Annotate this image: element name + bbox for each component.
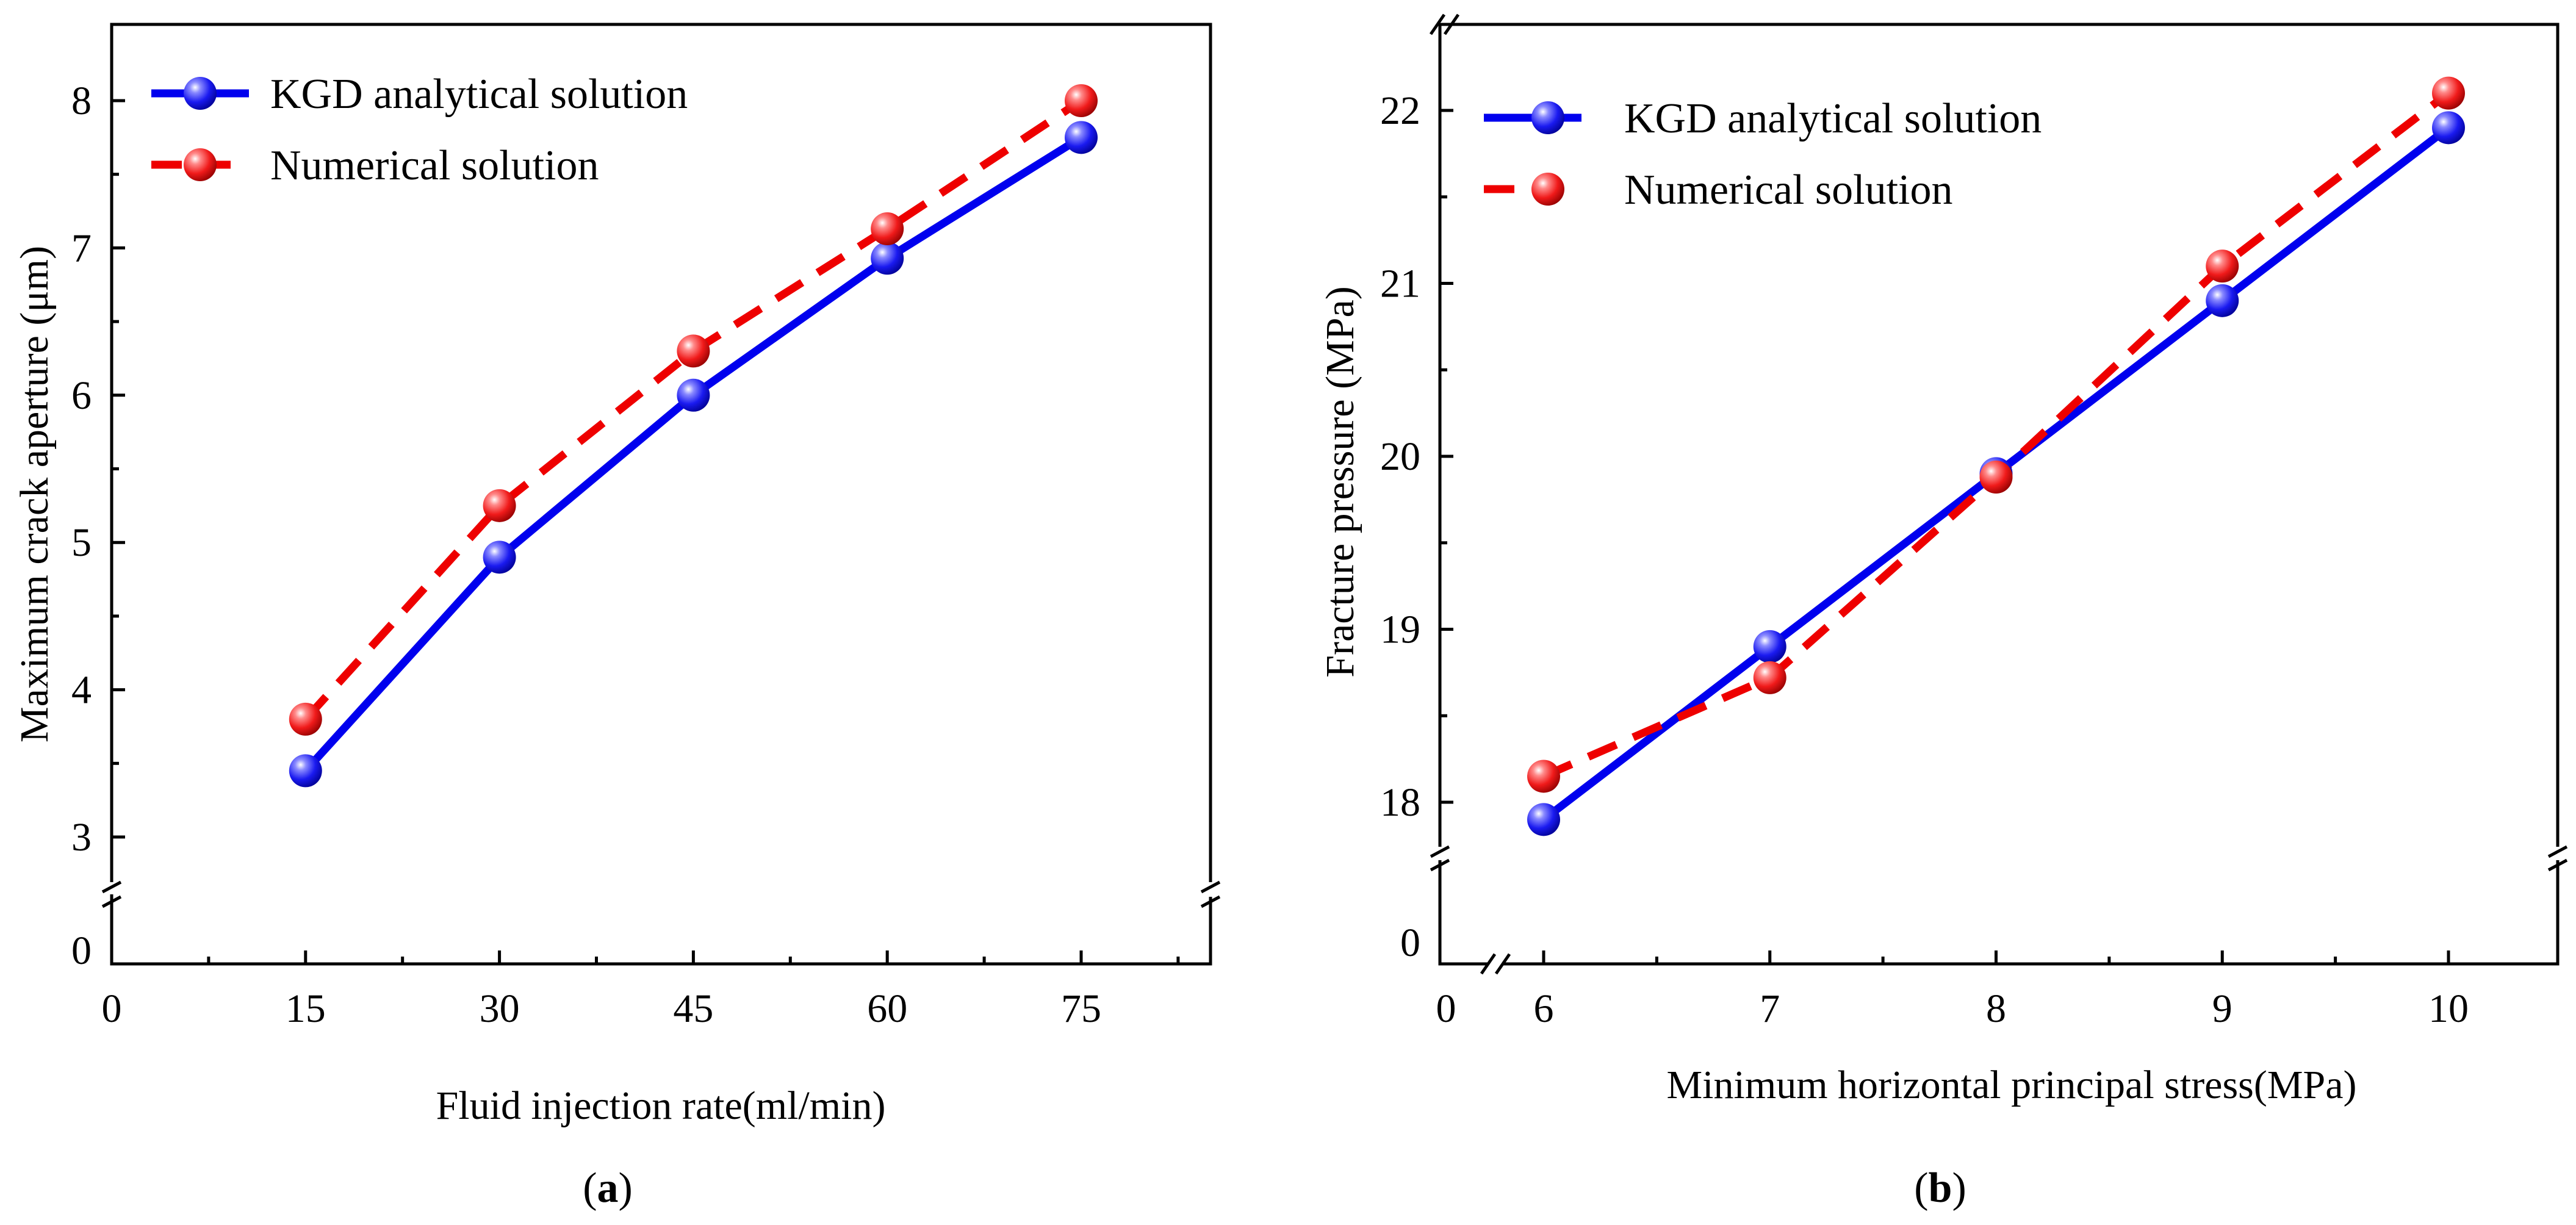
x-tick-label-b: 9 <box>2212 986 2232 1031</box>
y-tick-label-b: 21 <box>1380 262 1420 306</box>
x-tick-label-a: 0 <box>102 986 122 1031</box>
legend-marker-num-b <box>1531 173 1564 206</box>
data-point-numerical-b <box>1527 760 1560 793</box>
y-tick-label-a: 4 <box>71 668 92 713</box>
data-point-numerical-a <box>289 702 322 736</box>
y-tick-label-a: 6 <box>71 373 92 418</box>
x-tick-label-b: 7 <box>1760 986 1780 1031</box>
y-axis-title-b: Fracture pressure (MPa) <box>1318 286 1362 677</box>
x-tick-label-b: 8 <box>1986 986 2006 1031</box>
y-axis-title-a: Maximum crack aperture (μm) <box>12 246 57 742</box>
legend-marker-kgd-a <box>184 77 217 110</box>
panel-label-letter-b: b <box>1929 1165 1952 1212</box>
x-tick-label-a: 75 <box>1061 986 1101 1031</box>
x-tick-label-a: 60 <box>867 986 907 1031</box>
legend-label-kgd-a: KGD analytical solution <box>270 71 688 118</box>
plot-frame-a <box>110 23 1212 966</box>
y-tick-label-b: 22 <box>1380 88 1420 133</box>
data-point-numerical-a <box>871 212 904 246</box>
y-tick-label-b: 20 <box>1380 434 1420 479</box>
x-tick-label-b: 10 <box>2428 986 2469 1031</box>
x-tick-label-b: 6 <box>1534 986 1554 1031</box>
x-tick-label-a: 45 <box>673 986 713 1031</box>
y-tick-label-a: 5 <box>71 520 92 565</box>
axis-break-marks-a <box>101 880 1221 908</box>
data-point-kgd-b <box>1753 630 1786 663</box>
y-tick-label-b: 19 <box>1380 608 1420 652</box>
y-tick-label-a: 8 <box>71 79 92 123</box>
y-tick-label-a: 3 <box>71 815 92 860</box>
data-point-kgd-a <box>871 242 904 275</box>
plot-frame-b <box>1438 23 2560 966</box>
x-tick-label-a: 15 <box>286 986 326 1031</box>
series-group-a <box>289 84 1098 788</box>
data-point-numerical-b <box>2206 250 2239 283</box>
data-point-kgd-b <box>2432 111 2465 145</box>
data-point-kgd-a <box>677 378 710 412</box>
legend-label-num-a: Numerical solution <box>270 142 599 189</box>
y-tick-label-a: 7 <box>71 226 92 270</box>
series-line-numerical-a <box>302 97 1084 722</box>
x-axis-title-a: Fluid injection rate(ml/min) <box>436 1083 886 1128</box>
data-point-kgd-a <box>483 541 516 574</box>
data-point-numerical-b <box>1753 661 1786 694</box>
data-point-kgd-a <box>1065 121 1098 154</box>
panel-label-a: (a) <box>583 1165 633 1212</box>
axis-ticks-b: 0 6 7 8 9 10 0 18 19 20 21 22 <box>1380 88 2469 1031</box>
x-tick-label-b: 0 <box>1436 986 1456 1031</box>
data-point-kgd-b <box>2206 284 2239 317</box>
data-point-kgd-b <box>1527 803 1560 836</box>
chart-panel-b: 0 6 7 8 9 10 0 18 19 20 21 22 Fracture pressure (MP… <box>1318 13 2568 1212</box>
legend-label-num-b: Numerical solution <box>1624 167 1953 214</box>
data-point-numerical-a <box>1065 84 1098 117</box>
y-tick-label-a: 0 <box>71 929 92 973</box>
legend-a: KGD analytical solution Numerical soluti… <box>151 71 688 189</box>
panel-label-letter-a: a <box>597 1165 619 1212</box>
y-tick-label-b: 0 <box>1400 921 1420 965</box>
y-tick-label-b: 18 <box>1380 780 1420 825</box>
legend-label-kgd-b: KGD analytical solution <box>1624 95 2042 142</box>
data-point-numerical-b <box>1979 461 2013 494</box>
legend-b: KGD analytical solution Numerical soluti… <box>1484 95 2042 214</box>
data-point-kgd-a <box>289 754 322 788</box>
axis-break-marks-b <box>1429 13 2568 975</box>
legend-marker-num-a <box>184 148 217 181</box>
x-axis-title-b: Minimum horizontal principal stress(MPa) <box>1667 1063 2357 1107</box>
data-point-numerical-b <box>2432 76 2465 110</box>
data-point-numerical-a <box>677 334 710 368</box>
panel-label-b: (b) <box>1914 1165 1966 1212</box>
series-line-kgd-a <box>302 134 1084 774</box>
data-point-numerical-a <box>483 489 516 522</box>
x-tick-label-a: 30 <box>480 986 520 1031</box>
series-group-b <box>1527 76 2465 836</box>
legend-marker-kgd-b <box>1531 101 1564 134</box>
